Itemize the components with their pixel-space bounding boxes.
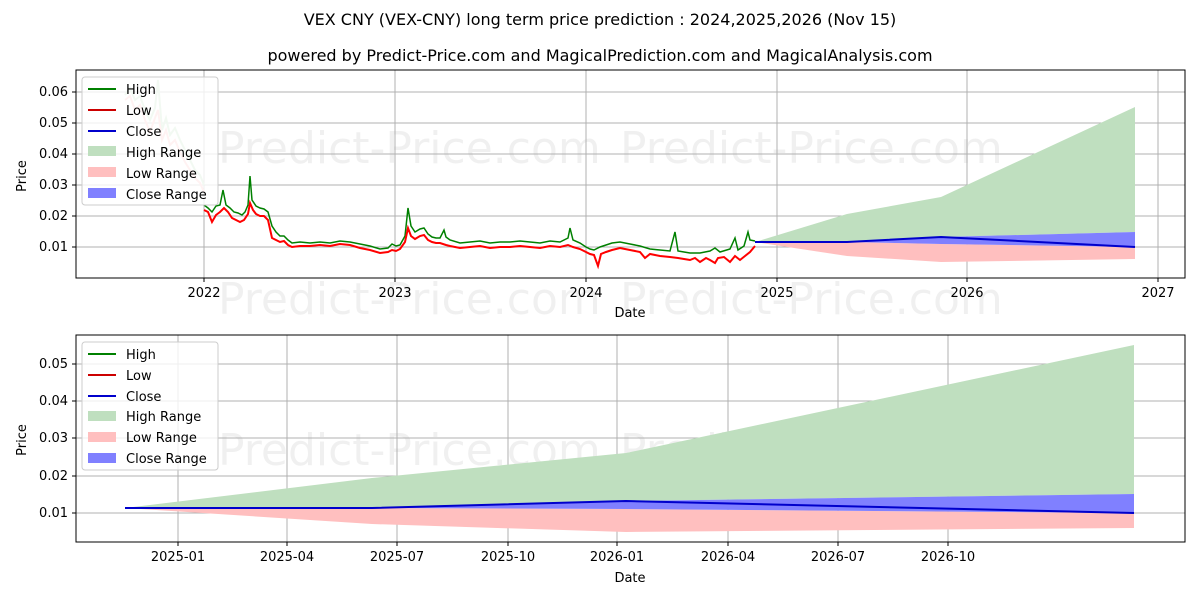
legend-close-range-swatch <box>88 453 116 463</box>
y-axis-label: Price <box>15 160 30 192</box>
watermark: Predict-Price.com <box>620 123 1003 174</box>
bottom-y-tick-labels: 0.05 0.04 0.03 0.02 0.01 <box>39 357 68 521</box>
legend-high-range-swatch <box>88 411 116 421</box>
x-tick: 2025-01 <box>151 550 205 565</box>
y-tick: 0.03 <box>39 431 68 446</box>
y-tick: 0.01 <box>39 240 68 255</box>
x-tick: 2025 <box>760 286 793 301</box>
legend-high-range: High Range <box>126 410 201 425</box>
legend-high: High <box>126 83 156 98</box>
legend-low-range-swatch <box>88 432 116 442</box>
legend-low-range-swatch <box>88 167 116 177</box>
y-tick: 0.04 <box>39 147 68 162</box>
watermark: Predict-Price.com <box>218 123 601 174</box>
legend-high: High <box>126 348 156 363</box>
legend-close-range: Close Range <box>126 452 207 467</box>
y-tick: 0.01 <box>39 506 68 521</box>
bottom-x-tick-labels: 2025-01 2025-04 2025-07 2025-10 2026-01 … <box>151 550 975 565</box>
legend-low-range: Low Range <box>126 167 197 182</box>
legend-close-range: Close Range <box>126 188 207 203</box>
x-tick: 2025-10 <box>481 550 535 565</box>
y-tick: 0.04 <box>39 394 68 409</box>
bottom-chart: Predict-Price.com Predict-Price.com <box>15 334 1186 586</box>
watermark: Predict-Price.com <box>218 274 601 325</box>
low-range-area <box>125 508 1134 532</box>
x-tick: 2026-10 <box>921 550 975 565</box>
x-tick: 2023 <box>378 286 411 301</box>
y-tick: 0.05 <box>39 116 68 131</box>
x-tick: 2027 <box>1141 286 1174 301</box>
high-range-area <box>125 345 1134 508</box>
x-tick: 2026 <box>950 286 983 301</box>
legend: High Low Close High Range Low Range Clos… <box>81 76 219 206</box>
x-tick: 2022 <box>187 286 220 301</box>
legend-high-range-swatch <box>88 146 116 156</box>
y-tick: 0.02 <box>39 469 68 484</box>
y-axis-label: Price <box>15 424 30 456</box>
chart-subtitle: powered by Predict-Price.com and Magical… <box>267 46 933 65</box>
legend-high-range: High Range <box>126 146 201 161</box>
x-tick: 2026-07 <box>811 550 865 565</box>
low-range-area <box>755 242 1135 262</box>
legend-close: Close <box>126 125 161 140</box>
x-tick: 2025-07 <box>370 550 424 565</box>
high-range-area <box>755 107 1135 242</box>
top-chart: Predict-Price.com Predict-Price.com Pred… <box>15 69 1186 325</box>
x-tick: 2024 <box>569 286 602 301</box>
legend-low: Low <box>126 369 152 384</box>
y-tick: 0.02 <box>39 209 68 224</box>
x-axis-label: Date <box>614 571 645 586</box>
close-range-area <box>755 232 1135 247</box>
close-range-area <box>125 494 1134 513</box>
y-tick: 0.06 <box>39 85 68 100</box>
high-line <box>203 175 756 254</box>
close-forecast-line <box>125 499 1135 514</box>
legend-close: Close <box>126 390 161 405</box>
legend-low-range: Low Range <box>126 431 197 446</box>
y-tick: 0.05 <box>39 357 68 372</box>
watermark: Predict-Price.com <box>620 274 1003 325</box>
close-forecast-line <box>755 235 1136 248</box>
x-axis-label: Date <box>614 306 645 321</box>
legend-low: Low <box>126 104 152 119</box>
legend-close-range-swatch <box>88 188 116 198</box>
legend: High Low Close High Range Low Range Clos… <box>81 341 219 471</box>
x-tick: 2025-04 <box>260 550 314 565</box>
top-axes-frame <box>75 69 1186 279</box>
top-x-tick-labels: 2022 2023 2024 2025 2026 2027 <box>187 286 1174 301</box>
top-y-tick-labels: 0.06 0.05 0.04 0.03 0.02 0.01 <box>39 85 68 255</box>
chart-title: VEX CNY (VEX-CNY) long term price predic… <box>303 10 897 29</box>
y-tick: 0.03 <box>39 178 68 193</box>
x-tick: 2026-01 <box>590 550 644 565</box>
x-tick: 2026-04 <box>701 550 755 565</box>
low-line <box>203 199 756 270</box>
